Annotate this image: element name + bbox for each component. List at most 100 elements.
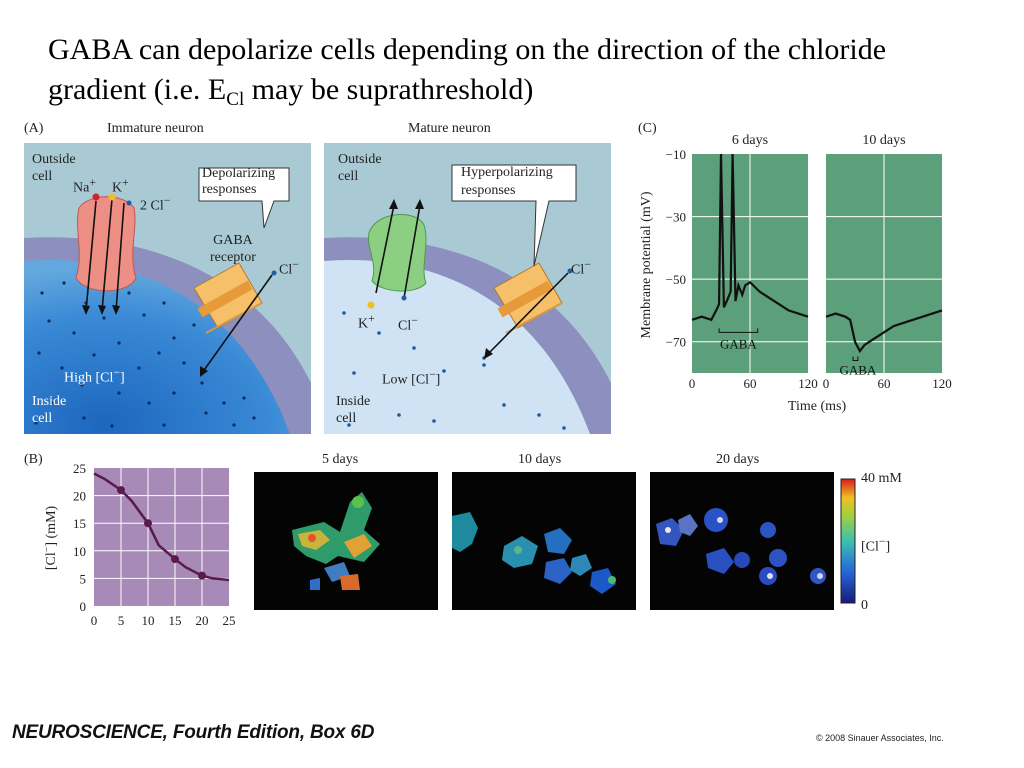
data-marker (198, 571, 206, 580)
subtitle-10-days: 10 days (862, 133, 905, 148)
trace-10-days (825, 309, 943, 354)
plot-bg (94, 468, 229, 606)
kcc2-cotransporter (368, 214, 427, 292)
gaba-receptor-label: GABA receptor (210, 233, 256, 265)
image-title-5-days: 5 days (322, 452, 359, 467)
k-ion-icon (108, 193, 116, 201)
gaba-receptor (493, 262, 563, 334)
panel-b-chloride-chart: 0 5 10 15 20 25 0 5 10 15 20 25 [Cl−] (mM) (42, 461, 236, 628)
low-cl-label: Low [Cl−] (382, 368, 441, 388)
x-tick-label: 5 (118, 613, 125, 628)
x-tick-label: 25 (223, 613, 236, 628)
mature-cl-label: Cl− (571, 258, 591, 278)
y-tick-label: 20 (73, 489, 86, 504)
x-tick-label: 0 (91, 613, 98, 628)
title-text-end: may be suprathreshold) (244, 73, 534, 106)
x-tick-label: 20 (196, 613, 209, 628)
x-axis-label: Time (ms) (788, 399, 847, 414)
x-tick-label: 15 (169, 613, 182, 628)
y-axis-label: Membrane potential (mV) (639, 191, 654, 338)
hyperpolarizing-callout-box (451, 164, 577, 267)
depolarizing-callout-box (198, 167, 290, 229)
gaba-label-6-days: GABA (720, 336, 757, 351)
x-tick-label: 0 (689, 376, 696, 391)
immature-neuron-illustration (24, 143, 311, 434)
y-tick-label: 5 (80, 571, 87, 586)
immature-neuron-title: Immature neuron (107, 121, 204, 136)
y-tick-label: −70 (666, 335, 686, 350)
colorbar (840, 478, 856, 604)
title-text: GABA can depolarize cells depending on t… (48, 33, 887, 106)
colorbar-mid-label: [Cl−] (861, 535, 891, 555)
x-tick-label: 120 (932, 376, 952, 391)
chloride-dots (34, 281, 256, 428)
y-tick-label: −50 (666, 272, 686, 287)
subtitle-6-days: 6 days (732, 133, 768, 148)
slide-title: GABA can depolarize cells depending on t… (48, 30, 988, 120)
two-cl-label: 2 Cl− (140, 194, 171, 214)
copyright-notice: © 2008 Sinauer Associates, Inc. (816, 733, 944, 743)
immature-outside-label: Outside cell (32, 152, 76, 184)
x-tick-label: 0 (823, 376, 830, 391)
panel-a-label: (A) (24, 121, 44, 136)
gaba-bracket-6-days (718, 328, 759, 333)
k-ion-icon (367, 301, 375, 309)
colorbar-max-label: 40 mM (861, 471, 902, 486)
y-tick-label: 0 (80, 599, 87, 614)
data-marker (144, 519, 152, 528)
colorbar-min-label: 0 (861, 598, 868, 613)
k-label: K+ (112, 176, 129, 196)
kcc2-efflux-arrows (375, 204, 421, 299)
cotransport-arrows (85, 198, 125, 312)
data-marker (171, 555, 179, 564)
mature-k-label: K+ (358, 312, 375, 332)
depolarizing-responses-label: Depolarizing responses (202, 166, 276, 197)
cl-influx-arrow (201, 274, 273, 374)
panel-b-label: (B) (24, 452, 43, 467)
panel-c-membrane-potential-chart: 6 days 10 days Membrane potential (mV) −… (639, 133, 952, 414)
image-title-20-days: 20 days (716, 452, 760, 467)
cl-ion-icon (126, 200, 132, 206)
x-tick-label: 60 (878, 376, 891, 391)
x-tick-labels: 0 5 10 15 20 25 (91, 613, 236, 628)
cl-ion-icon (401, 295, 407, 301)
book-citation: NEUROSCIENCE, Fourth Edition, Box 6D (12, 722, 375, 743)
immature-cl-label: Cl− (279, 258, 299, 278)
hyperpolarizing-responses-label: Hyperpolarizing responses (461, 165, 553, 198)
mature-neuron-illustration (324, 143, 611, 434)
gaba-bracket-10-days (852, 356, 859, 361)
nkcc1-cotransporter (75, 196, 137, 292)
y-tick-labels: 0 5 10 15 20 25 (73, 461, 86, 614)
immature-inside-label: Inside cell (32, 394, 67, 426)
x-tick-label: 60 (744, 376, 757, 391)
chloride-dots (342, 311, 566, 430)
cytoplasm-low-cl (324, 259, 590, 434)
cytoplasm-high-cl (24, 259, 290, 434)
y-tick-label: 25 (73, 461, 86, 476)
gridlines (692, 154, 942, 373)
x-tick-labels: 0 0 60 60 120 120 (689, 376, 952, 391)
panel-c-label: (C) (638, 121, 657, 136)
y-axis-label: [Cl−] (mM) (42, 505, 59, 570)
na-label: Na+ (73, 176, 96, 196)
mature-inside-label: Inside cell (336, 394, 371, 426)
high-cl-label: High [Cl−] (64, 366, 125, 386)
mature-cl-inside-label: Cl− (398, 314, 418, 334)
y-tick-labels: −10 −30 −50 −70 (666, 147, 686, 350)
data-marker (117, 486, 125, 495)
y-tick-label: −10 (666, 147, 686, 162)
cl-influx-arrow (486, 272, 569, 356)
mature-neuron-title: Mature neuron (408, 121, 491, 136)
image-title-10-days: 10 days (518, 452, 562, 467)
cl-ion-icon (567, 268, 573, 274)
chloride-image-10-days (452, 472, 636, 610)
y-tick-label: 15 (73, 516, 86, 531)
data-markers (117, 486, 206, 580)
x-tick-label: 10 (142, 613, 155, 628)
chloride-image-20-days (650, 472, 834, 610)
chloride-image-5-days (254, 472, 438, 610)
y-tick-label: −30 (666, 210, 686, 225)
title-subscript: Cl (226, 89, 245, 110)
y-tick-label: 10 (73, 544, 86, 559)
mature-outside-label: Outside cell (338, 152, 382, 184)
